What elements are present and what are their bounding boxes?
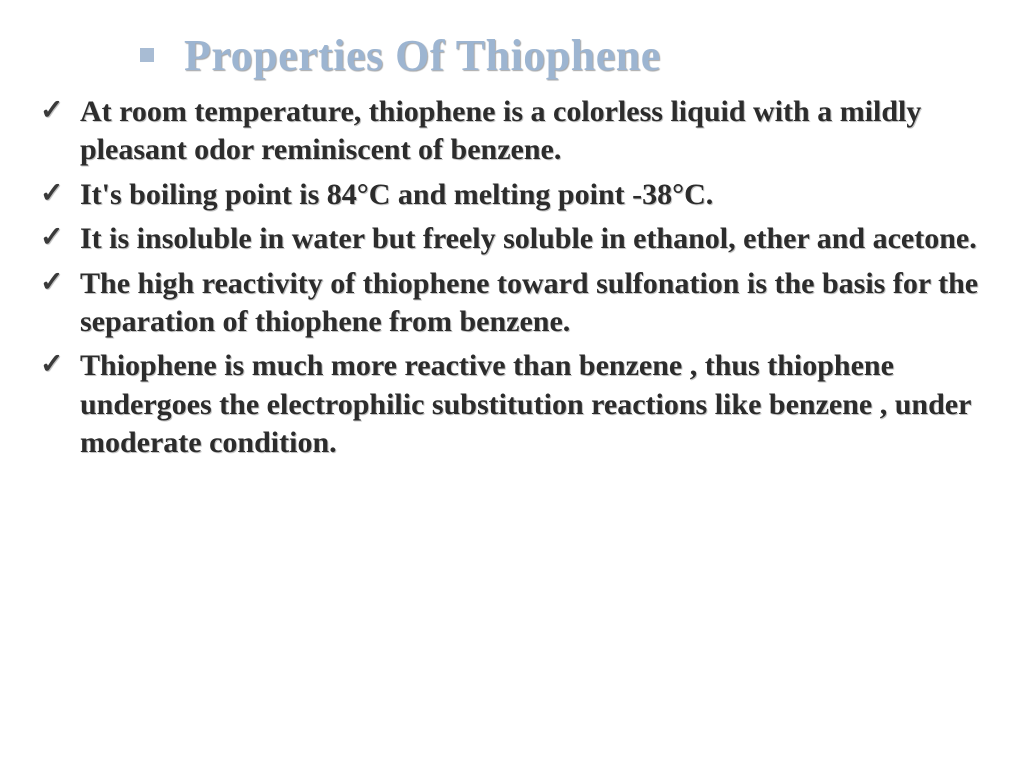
list-item-text: It's boiling point is 84°C and melting p…: [76, 176, 713, 214]
checkmark-icon: ✓: [40, 265, 70, 300]
checkmark-icon: ✓: [40, 93, 70, 128]
checkmark-icon: ✓: [40, 176, 70, 211]
title-row: Properties Of Thiophene: [140, 30, 984, 81]
list-item-text: The high reactivity of thiophene toward …: [76, 265, 984, 342]
list-item-text: Thiophene is much more reactive than ben…: [76, 347, 984, 462]
checkmark-icon: ✓: [40, 347, 70, 382]
square-bullet-icon: [140, 48, 154, 62]
properties-list: ✓ At room temperature, thiophene is a co…: [40, 93, 984, 463]
list-item-text: It is insoluble in water but freely solu…: [76, 220, 977, 258]
list-item: ✓ The high reactivity of thiophene towar…: [40, 265, 984, 342]
slide-title: Properties Of Thiophene: [184, 30, 661, 81]
list-item: ✓ It's boiling point is 84°C and melting…: [40, 176, 984, 214]
checkmark-icon: ✓: [40, 220, 70, 255]
list-item-text: At room temperature, thiophene is a colo…: [76, 93, 984, 170]
list-item: ✓ Thiophene is much more reactive than b…: [40, 347, 984, 462]
list-item: ✓ At room temperature, thiophene is a co…: [40, 93, 984, 170]
list-item: ✓ It is insoluble in water but freely so…: [40, 220, 984, 258]
